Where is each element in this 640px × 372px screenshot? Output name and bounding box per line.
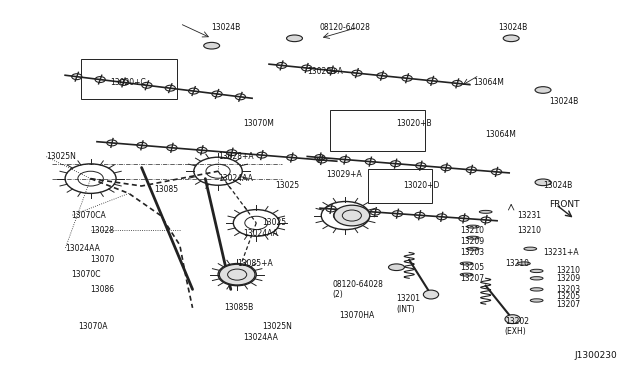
Text: 13064M: 13064M (486, 130, 516, 139)
Text: J1300230: J1300230 (575, 351, 618, 360)
Text: 13202
(EXH): 13202 (EXH) (505, 317, 529, 336)
Text: 13020+D: 13020+D (403, 182, 439, 190)
Text: 13210: 13210 (460, 226, 484, 235)
Ellipse shape (535, 87, 551, 93)
Ellipse shape (524, 247, 537, 250)
Text: 13231: 13231 (518, 211, 541, 220)
Ellipse shape (518, 262, 531, 265)
Text: 13070A: 13070A (78, 322, 108, 331)
Ellipse shape (287, 35, 303, 42)
Ellipse shape (467, 236, 479, 239)
Text: 13209: 13209 (556, 274, 580, 283)
Text: 13024AA: 13024AA (244, 333, 278, 342)
Text: 13025N: 13025N (262, 322, 292, 331)
Text: 13207: 13207 (460, 274, 484, 283)
Circle shape (505, 315, 520, 324)
Text: 13070M: 13070M (244, 119, 275, 128)
Text: 13085B: 13085B (225, 303, 253, 312)
Text: 13028+A: 13028+A (218, 152, 253, 161)
Text: 13029+A: 13029+A (326, 170, 362, 179)
Ellipse shape (531, 299, 543, 302)
Text: 13024AA: 13024AA (65, 244, 100, 253)
Text: 13025N: 13025N (46, 152, 76, 161)
Ellipse shape (479, 211, 492, 213)
Text: 13201
(INT): 13201 (INT) (396, 295, 420, 314)
Text: 13020+C: 13020+C (109, 78, 145, 87)
Ellipse shape (531, 288, 543, 291)
Text: 13205: 13205 (556, 292, 580, 301)
Text: FRONT: FRONT (549, 200, 580, 209)
Text: 13205: 13205 (460, 263, 484, 272)
Text: 13025: 13025 (262, 218, 287, 227)
Text: 13020+A: 13020+A (307, 67, 343, 76)
Ellipse shape (503, 35, 519, 42)
Text: 13024AA: 13024AA (218, 174, 253, 183)
Ellipse shape (467, 247, 479, 250)
Text: 13024B: 13024B (549, 97, 579, 106)
Ellipse shape (388, 264, 404, 270)
Ellipse shape (535, 179, 551, 186)
Text: 13020+B: 13020+B (396, 119, 432, 128)
Circle shape (423, 290, 438, 299)
Text: 13070HA: 13070HA (339, 311, 374, 320)
Text: 08120-64028: 08120-64028 (320, 23, 371, 32)
Text: 13210: 13210 (556, 266, 580, 275)
Text: 13085+A: 13085+A (237, 259, 273, 268)
Text: 13210: 13210 (505, 259, 529, 268)
Circle shape (334, 205, 370, 226)
Ellipse shape (460, 273, 473, 276)
Text: 13024AA: 13024AA (244, 230, 278, 238)
Text: 13086: 13086 (91, 285, 115, 294)
Text: 13070C: 13070C (72, 270, 101, 279)
Text: 13231+A: 13231+A (543, 248, 579, 257)
Text: 13070CA: 13070CA (72, 211, 106, 220)
Text: 13025: 13025 (275, 182, 300, 190)
Text: 13203: 13203 (460, 248, 484, 257)
Text: 13070: 13070 (91, 255, 115, 264)
Circle shape (220, 264, 255, 285)
Text: 13024B: 13024B (543, 182, 572, 190)
Ellipse shape (467, 225, 479, 228)
Text: 13210: 13210 (518, 226, 541, 235)
Text: 13024B: 13024B (212, 23, 241, 32)
Text: 13085: 13085 (154, 185, 179, 194)
Text: 13207: 13207 (556, 300, 580, 309)
Text: 08120-64028
(2): 08120-64028 (2) (333, 280, 383, 299)
Ellipse shape (460, 262, 473, 265)
Ellipse shape (531, 277, 543, 280)
Text: 13064M: 13064M (473, 78, 504, 87)
Ellipse shape (204, 42, 220, 49)
Text: 13028: 13028 (91, 226, 115, 235)
Text: 13209: 13209 (460, 237, 484, 246)
Text: 13203: 13203 (556, 285, 580, 294)
Text: 13024B: 13024B (499, 23, 527, 32)
Ellipse shape (531, 269, 543, 273)
